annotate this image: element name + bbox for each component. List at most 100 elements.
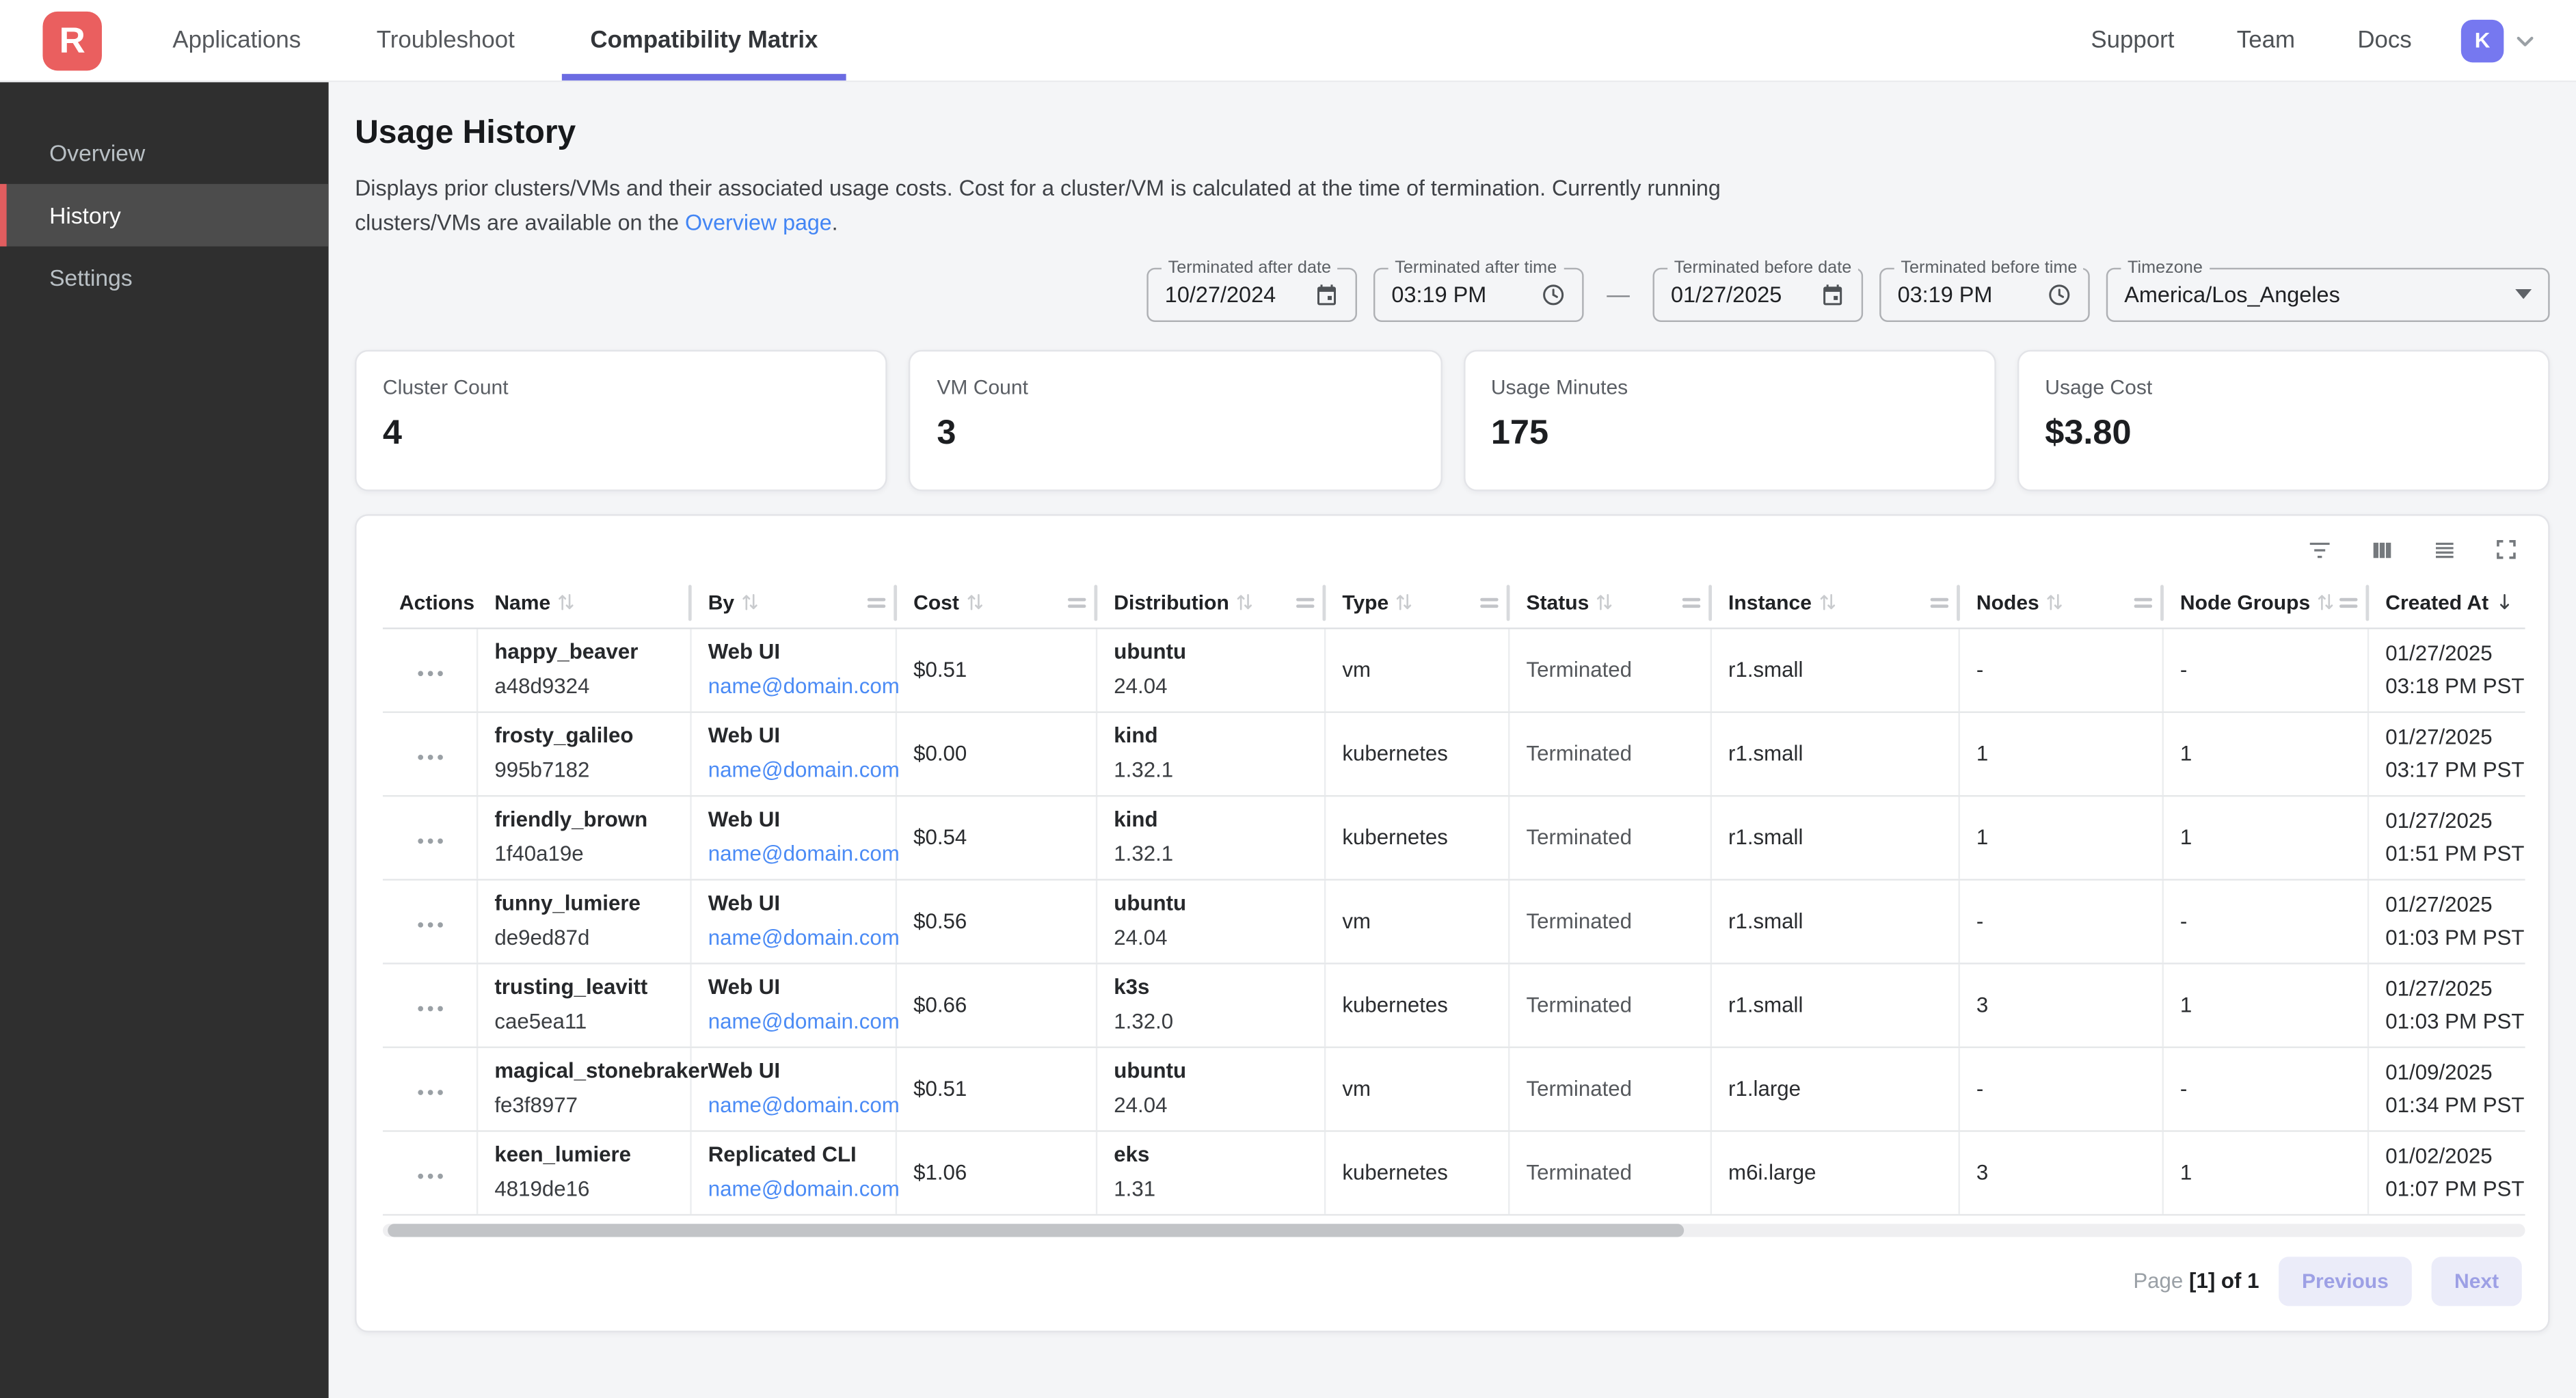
column-separator[interactable]	[2160, 584, 2164, 621]
cell-node-groups: 1	[2164, 712, 2370, 795]
stat-cards: Cluster Count 4 VM Count 3 Usage Minutes 175 U…	[355, 349, 2550, 492]
avatar[interactable]: K	[2460, 18, 2504, 62]
terminated-before-date-field[interactable]: Terminated before date 01/27/2025	[1652, 257, 1864, 322]
created-by-email-link[interactable]: name@domain.com	[708, 1177, 900, 1202]
column-separator[interactable]	[1322, 584, 1326, 621]
replicated-logo[interactable]: R	[42, 10, 102, 70]
calendar-icon[interactable]	[1804, 282, 1845, 307]
column-menu-icon[interactable]	[1068, 593, 1086, 613]
cell-actions[interactable]	[383, 964, 479, 1047]
column-separator[interactable]	[1957, 584, 1960, 621]
cell-actions[interactable]	[383, 1131, 479, 1214]
cell-name: friendly_brown 1f40a19e	[478, 796, 692, 879]
chevron-down-icon[interactable]	[2514, 29, 2537, 52]
created-by-email-link[interactable]: name@domain.com	[708, 842, 900, 867]
tab-troubleshoot[interactable]: Troubleshoot	[338, 0, 552, 81]
density-icon[interactable]	[2432, 537, 2458, 563]
col-header-type[interactable]: Type	[1326, 578, 1510, 628]
row-actions-icon[interactable]	[416, 1075, 442, 1102]
cell-distribution: kind 1.32.1	[1097, 712, 1326, 795]
col-header-node-groups[interactable]: Node Groups	[2164, 578, 2370, 628]
sort-icon[interactable]	[555, 592, 576, 613]
row-actions-icon[interactable]	[416, 1159, 442, 1186]
col-header-name[interactable]: Name	[478, 578, 692, 628]
sidebar-item-overview[interactable]: Overview	[49, 139, 146, 166]
cell-actions[interactable]	[383, 796, 479, 879]
sidebar-item-settings[interactable]: Settings	[49, 264, 133, 291]
calendar-icon[interactable]	[1298, 282, 1339, 307]
col-header-created-at[interactable]: Created At	[2369, 578, 2525, 628]
column-separator[interactable]	[1094, 584, 1098, 621]
sort-icon[interactable]	[964, 592, 985, 613]
table-body: happy_beaver a48d9324 Web UI name@domain.co…	[382, 629, 2525, 1215]
created-date: 01/27/2025	[2385, 723, 2493, 749]
node-groups-value: 1	[2179, 1159, 2192, 1185]
horizontal-scrollbar-thumb[interactable]	[388, 1224, 1684, 1237]
sort-icon[interactable]	[2315, 592, 2336, 613]
column-menu-icon[interactable]	[2339, 593, 2358, 613]
tab-compatibility-matrix[interactable]: Compatibility Matrix	[552, 0, 856, 81]
col-header-by[interactable]: By	[692, 578, 898, 628]
created-by-email-link[interactable]: name@domain.com	[708, 757, 900, 783]
col-header-distribution[interactable]: Distribution	[1097, 578, 1326, 628]
created-by-email-link[interactable]: name@domain.com	[708, 674, 900, 699]
next-button[interactable]: Next	[2431, 1256, 2522, 1306]
sort-icon[interactable]	[1393, 592, 1414, 613]
cluster-id: fe3f8977	[494, 1092, 578, 1118]
filter-icon[interactable]	[2307, 537, 2333, 563]
cell-status: Terminated	[1510, 880, 1713, 963]
cell-cost: $0.51	[897, 1047, 1098, 1131]
row-actions-icon[interactable]	[416, 657, 442, 684]
fullscreen-icon[interactable]	[2494, 538, 2519, 563]
col-header-instance[interactable]: Instance	[1712, 578, 1960, 628]
columns-icon[interactable]	[2369, 537, 2395, 563]
previous-button[interactable]: Previous	[2279, 1256, 2412, 1306]
row-actions-icon[interactable]	[416, 740, 442, 767]
sort-icon[interactable]	[2044, 592, 2065, 613]
terminated-after-time-field[interactable]: Terminated after time 03:19 PM	[1373, 257, 1584, 322]
column-separator[interactable]	[688, 584, 692, 621]
row-actions-icon[interactable]	[416, 992, 442, 1019]
created-by-email-link[interactable]: name@domain.com	[708, 925, 900, 950]
cell-actions[interactable]	[383, 712, 479, 795]
overview-page-link[interactable]: Overview page	[685, 211, 832, 236]
cell-actions[interactable]	[383, 1047, 479, 1131]
column-separator[interactable]	[1506, 584, 1510, 621]
created-by-email-link[interactable]: name@domain.com	[708, 1009, 900, 1034]
timezone-field[interactable]: Timezone America/Los_Angeles	[2106, 257, 2550, 322]
column-separator[interactable]	[2365, 584, 2370, 621]
column-menu-icon[interactable]	[1480, 593, 1499, 613]
column-menu-icon[interactable]	[867, 593, 886, 613]
col-header-cost[interactable]: Cost	[897, 578, 1098, 628]
sort-icon[interactable]	[1234, 592, 1255, 613]
created-by-email-link[interactable]: name@domain.com	[708, 1092, 900, 1118]
description-line-1: Displays prior clusters/VMs and their as…	[355, 176, 1721, 201]
tab-applications[interactable]: Applications	[135, 0, 338, 81]
column-menu-icon[interactable]	[1930, 593, 1949, 613]
terminated-after-date-field[interactable]: Terminated after date 10/27/2024	[1146, 257, 1357, 322]
row-actions-icon[interactable]	[416, 908, 442, 935]
column-separator[interactable]	[894, 584, 898, 621]
sort-icon[interactable]	[739, 592, 760, 613]
column-menu-icon[interactable]	[2134, 593, 2153, 613]
cell-actions[interactable]	[383, 629, 479, 712]
dropdown-icon[interactable]	[2499, 289, 2532, 300]
clock-icon[interactable]	[2030, 282, 2071, 307]
column-menu-icon[interactable]	[1296, 593, 1315, 613]
sort-icon[interactable]	[1816, 592, 1838, 613]
sidebar-item-history[interactable]: History	[0, 184, 329, 247]
col-header-nodes[interactable]: Nodes	[1960, 578, 2164, 628]
cell-actions[interactable]	[383, 880, 479, 963]
nav-link-support[interactable]: Support	[2091, 27, 2175, 54]
column-menu-icon[interactable]	[1682, 593, 1701, 613]
nav-link-docs[interactable]: Docs	[2357, 27, 2412, 54]
nav-link-team[interactable]: Team	[2236, 27, 2296, 54]
clock-icon[interactable]	[1525, 282, 1566, 307]
sort-icon[interactable]	[1594, 592, 1615, 613]
type-value: kubernetes	[1342, 740, 1448, 766]
col-header-status[interactable]: Status	[1510, 578, 1713, 628]
terminated-before-time-field[interactable]: Terminated before time 03:19 PM	[1879, 257, 2090, 322]
column-separator[interactable]	[1708, 584, 1713, 621]
sort-desc-icon[interactable]	[2493, 592, 2514, 613]
row-actions-icon[interactable]	[416, 824, 442, 851]
